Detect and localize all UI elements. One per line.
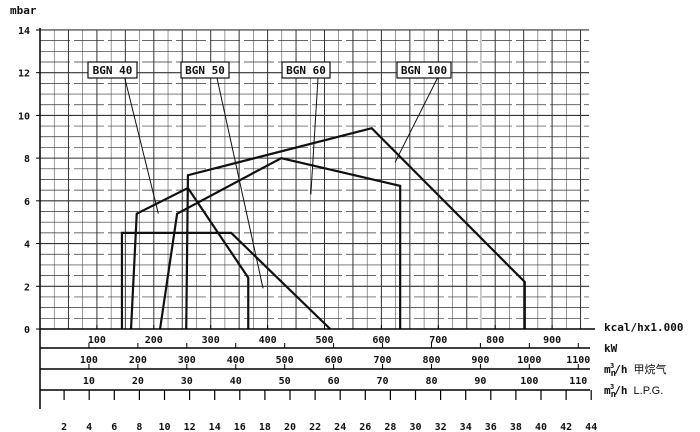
scale-tick-label: 24 [334, 422, 346, 432]
scale-tick-label: 2 [61, 422, 67, 432]
legend-box [396, 61, 452, 79]
y-tick-label: 8 [24, 154, 30, 165]
x-scales: 100 200 300 400 500 600 700 800 900 kcal/hx1.000 1… [40, 321, 683, 432]
y-tick-label: 0 [24, 325, 30, 336]
scale-tick-label: 700 [429, 335, 447, 346]
scale-tick-label: 18 [259, 422, 271, 432]
scale-tick-label: 60 [328, 376, 340, 387]
legend-pointer [310, 77, 319, 195]
scale-tick-label: 700 [374, 355, 392, 366]
scale-tick-label: 50 [279, 376, 291, 387]
scale-tick-label: 400 [227, 355, 245, 366]
scale-unit-label: mn3/h L.P.G. [604, 383, 663, 400]
scale-tick-label: 300 [178, 355, 196, 366]
series-line-bgn-60 [158, 156, 402, 330]
unit-text: kcal/hx1.000 [604, 321, 683, 334]
scale-tick-label: 1000 [517, 355, 541, 366]
scale-tick-label: 100 [80, 355, 98, 366]
scale-tick-label: 30 [409, 422, 421, 432]
scale-tick-label: 100 [520, 376, 538, 387]
scale-tick-label: 110 [569, 376, 587, 387]
scale-tick-label: 32 [435, 422, 447, 432]
scale-tick-label: 100 [88, 335, 106, 346]
scale-tick-label: 200 [145, 335, 163, 346]
scale-tick-label: 8 [136, 422, 142, 432]
unit-text: m [604, 384, 611, 397]
scale-tick-label: 44 [585, 422, 597, 432]
scale-tick-label: 40 [535, 422, 547, 432]
y-tick-label: 6 [24, 197, 30, 208]
legend-label: BGN 100 [401, 64, 447, 77]
scale-tick-label: 500 [276, 355, 294, 366]
legend-pointer [124, 77, 159, 214]
legend-pointer [216, 77, 264, 289]
scale-tick-label: 80 [425, 376, 437, 387]
unit-rest: /h [614, 363, 627, 376]
y-tick-label: 10 [18, 111, 30, 122]
unit-superscript: 3 [610, 383, 614, 391]
scale-tick-label: 90 [474, 376, 486, 387]
unit-note: L.P.G. [634, 385, 664, 397]
scale-tick-label: 34 [460, 422, 472, 432]
scale-tick-label: 600 [325, 355, 343, 366]
scale-tick-label: 800 [422, 355, 440, 366]
y-tick-label: 12 [18, 69, 30, 80]
scale-tick-label: 800 [486, 335, 504, 346]
legend-box [281, 61, 331, 79]
scale-tick-label: 10 [158, 422, 170, 432]
legend-label: BGN 50 [185, 64, 225, 77]
unit-subscript: n [611, 390, 616, 400]
scale-unit-label: mn3/h 甲烷气 [604, 362, 667, 379]
unit-note: 甲烷气 [634, 362, 667, 376]
scale-tick-label: 4 [86, 422, 92, 432]
scale-tick-label: 900 [543, 335, 561, 346]
scale-tick-label: 600 [372, 335, 390, 346]
axes: 0 2 4 6 8 10 12 14 [18, 26, 41, 409]
scale-tick-label: 38 [510, 422, 522, 432]
legend-box [180, 61, 230, 79]
legend-label: BGN 40 [93, 64, 133, 77]
y-tick-label: 14 [18, 26, 30, 37]
scale-unit-label: kW [604, 342, 618, 355]
y-tick-label: 2 [24, 282, 30, 293]
series-line-bgn-50 [120, 231, 331, 330]
scale-tick-label: 900 [471, 355, 489, 366]
scale-tick-label: 70 [377, 376, 389, 387]
scale-tick-label: 6 [111, 422, 117, 432]
scale-tick-label: 500 [315, 335, 333, 346]
scale-tick-label: 30 [181, 376, 193, 387]
scale-tick-label: 20 [284, 422, 296, 432]
scale-tick-label: 400 [259, 335, 277, 346]
scale-tick-label: 14 [209, 422, 221, 432]
scale-tick-label: 12 [184, 422, 196, 432]
scale-tick-label: 20 [132, 376, 144, 387]
series-group: BGN 40 BGN 50 BGN 60 BGN 100 [87, 61, 526, 330]
scale-tick-label: 200 [129, 355, 147, 366]
scale-tick-label: 22 [309, 422, 321, 432]
unit-text: m [604, 363, 611, 376]
y-tick-label: 4 [24, 240, 30, 251]
legend-label: BGN 60 [286, 64, 326, 77]
scale-tick-label: 42 [560, 422, 572, 432]
scale-tick-label: 10 [83, 376, 95, 387]
unit-superscript: 3 [610, 362, 614, 370]
y-axis-label: mbar [10, 4, 37, 17]
scale-tick-label: 1100 [566, 355, 590, 366]
unit-subscript: n [611, 369, 616, 379]
unit-text: kW [604, 342, 618, 355]
scale-tick-label: 36 [485, 422, 497, 432]
scale-tick-label: 26 [359, 422, 371, 432]
legend-box [87, 61, 138, 79]
unit-rest: /h [614, 384, 627, 397]
scale-unit-label: kcal/hx1.000 [604, 321, 683, 334]
scale-tick-label: 16 [234, 422, 246, 432]
scale-tick-label: 40 [230, 376, 242, 387]
series-line-bgn-100 [185, 126, 526, 330]
scale-tick-label: 28 [384, 422, 396, 432]
scale-tick-label: 300 [202, 335, 220, 346]
legend-pointer [394, 77, 438, 163]
